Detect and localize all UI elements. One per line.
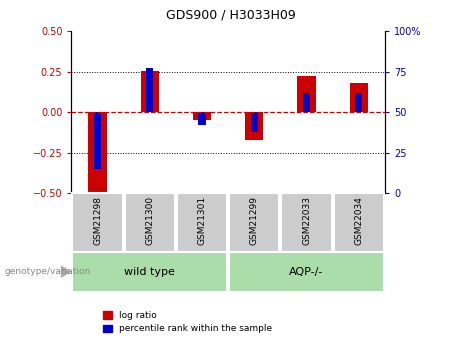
Bar [334, 193, 384, 252]
Bar [198, 112, 206, 125]
Text: GSM22034: GSM22034 [355, 196, 363, 245]
Legend: log ratio, percentile rank within the sample: log ratio, percentile rank within the sa… [99, 307, 276, 337]
Text: GSM21300: GSM21300 [145, 196, 154, 245]
Polygon shape [61, 266, 71, 278]
Bar [297, 76, 316, 112]
Text: AQP-/-: AQP-/- [290, 267, 324, 277]
Bar [229, 193, 279, 252]
Bar [282, 193, 331, 252]
Bar [251, 112, 258, 131]
Text: GDS900 / H3033H09: GDS900 / H3033H09 [165, 9, 296, 22]
Bar [125, 193, 175, 252]
Bar [72, 193, 123, 252]
Bar [229, 252, 384, 292]
Text: wild type: wild type [124, 267, 175, 277]
Text: genotype/variation: genotype/variation [5, 267, 91, 276]
Bar [72, 252, 227, 292]
Text: GSM21298: GSM21298 [93, 196, 102, 245]
Bar [94, 112, 101, 169]
Bar [355, 93, 362, 112]
Text: GSM22033: GSM22033 [302, 196, 311, 245]
Bar [193, 112, 211, 120]
Text: GSM21299: GSM21299 [250, 196, 259, 245]
Bar [245, 112, 264, 140]
Bar [303, 93, 310, 112]
Text: GSM21301: GSM21301 [198, 196, 207, 245]
Bar [349, 83, 368, 112]
Bar [141, 71, 159, 112]
Bar [146, 68, 154, 112]
Bar [89, 112, 106, 193]
Bar [177, 193, 227, 252]
